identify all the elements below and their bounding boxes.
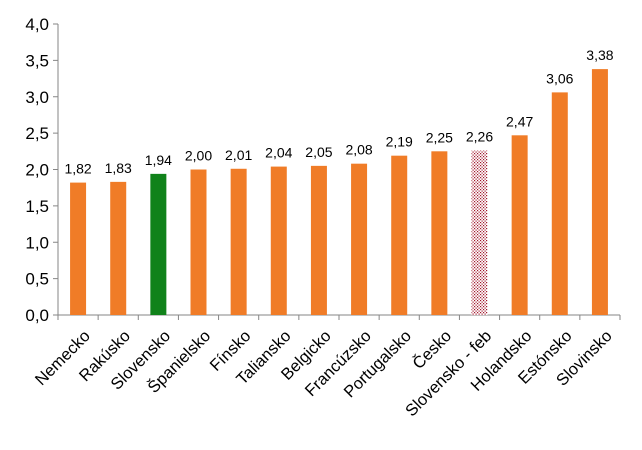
bar-holandsko [511,135,528,315]
bar-portugalsko [391,155,408,315]
bar-slovensko [150,173,167,315]
data-label: 1,82 [64,161,91,177]
y-tick-label: 2,0 [25,161,49,180]
data-label: 1,83 [105,160,132,176]
y-tick-label: 3,5 [25,51,49,70]
bar-belgicko [310,165,327,315]
y-tick-label: 4,0 [25,15,49,34]
labels: 1,82Nemecko1,83Rakúsko1,94Slovensko2,00Š… [32,47,616,420]
y-tick-label: 0,0 [25,306,49,325]
y-tick-label: 1,5 [25,197,49,216]
bars [70,69,608,315]
y-tick-label: 1,0 [25,233,49,252]
bar-rak-sko [110,181,127,315]
data-label: 2,05 [305,144,332,160]
data-label: 3,06 [546,70,573,86]
bar-taliansko [270,166,287,315]
data-label: 2,01 [225,147,252,163]
bar--esko [431,151,448,315]
bar-f-nsko [230,168,247,315]
bar-nemecko [70,182,87,315]
data-label: 2,26 [466,129,493,145]
data-label: 2,25 [426,129,453,145]
y-tick-label: 2,5 [25,124,49,143]
data-label: 2,08 [345,142,372,158]
data-label: 2,04 [265,145,292,161]
bar-slovinsko [591,69,608,315]
data-label: 2,47 [506,113,533,129]
bar-franc-zsko [351,163,368,315]
y-tick-label: 3,0 [25,88,49,107]
data-label: 2,19 [386,134,413,150]
y-tick-label: 0,5 [25,270,49,289]
data-label: 2,00 [185,148,212,164]
data-label: 3,38 [586,47,613,63]
bar--panielsko [190,169,207,315]
bar-slovensko-feb [471,150,488,315]
data-label: 1,94 [145,152,172,168]
bar-est-nsko [551,92,568,315]
